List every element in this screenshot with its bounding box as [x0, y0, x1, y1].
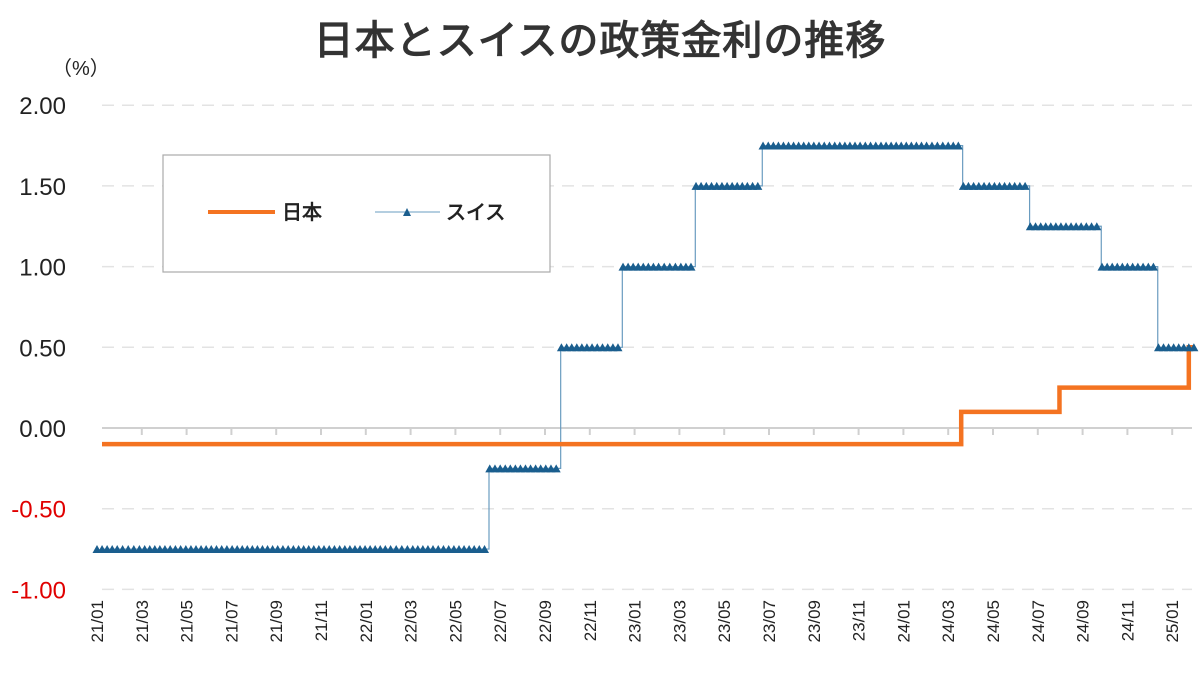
- x-tick-label: 23/01: [626, 600, 645, 643]
- y-tick-label: 0.00: [19, 416, 66, 443]
- marker-swiss: [753, 181, 763, 190]
- x-tick-label: 23/07: [760, 600, 779, 643]
- legend-label-japan: 日本: [282, 200, 322, 224]
- y-tick-label: 1.00: [19, 255, 66, 282]
- marker-swiss: [953, 141, 963, 150]
- chart-title: 日本とスイスの政策金利の推移: [313, 18, 887, 64]
- y-tick-label: -0.50: [11, 497, 66, 524]
- marker-swiss: [1189, 343, 1199, 352]
- x-tick-label: 22/05: [446, 600, 465, 643]
- marker-swiss: [551, 464, 561, 473]
- x-tick-label: 22/03: [402, 600, 421, 643]
- x-tick-label: 21/01: [88, 600, 107, 643]
- marker-swiss: [686, 262, 696, 271]
- x-tick-label: 22/09: [536, 600, 555, 643]
- marker-swiss: [1148, 262, 1158, 271]
- x-tick-label: 24/11: [1118, 600, 1137, 641]
- x-tick-label: 24/01: [894, 600, 913, 643]
- x-tick-label: 25/01: [1163, 600, 1182, 643]
- x-tick-label: 23/03: [670, 600, 689, 643]
- x-tick-label: 23/11: [850, 600, 869, 641]
- y-tick-label: -1.00: [11, 577, 66, 604]
- marker-swiss: [1020, 181, 1030, 190]
- marker-swiss: [480, 545, 490, 554]
- x-tick-label: 21/07: [222, 600, 241, 643]
- x-tick-label: 24/05: [984, 600, 1003, 643]
- x-tick-label: 22/01: [357, 600, 376, 643]
- x-tick-label: 21/03: [133, 600, 152, 643]
- legend-marker-swiss: [403, 208, 411, 216]
- x-tick-label: 23/05: [715, 600, 734, 643]
- x-tick-label: 22/11: [581, 600, 600, 641]
- x-tick-label: 22/07: [491, 600, 510, 643]
- x-tick-label: 23/09: [805, 600, 824, 643]
- x-tick-label: 21/05: [178, 600, 197, 643]
- legend: 日本 スイス: [162, 154, 551, 273]
- marker-swiss: [1092, 222, 1102, 231]
- series-line-japan: [102, 345, 1195, 447]
- x-tick-label: 24/03: [939, 600, 958, 643]
- x-tick-label: 21/11: [312, 600, 331, 641]
- series-line-swiss: [102, 144, 1195, 550]
- x-tick-label: 24/09: [1074, 600, 1093, 643]
- marker-swiss: [613, 343, 623, 352]
- y-tick-label: 1.50: [19, 174, 66, 201]
- y-tick-label: 0.50: [19, 335, 66, 362]
- y-axis-unit: （%）: [52, 58, 110, 80]
- legend-label-swiss: スイス: [446, 200, 505, 224]
- y-tick-label: 2.00: [19, 93, 66, 120]
- x-tick-label: 24/07: [1029, 600, 1048, 643]
- x-tick-label: 21/09: [267, 600, 286, 643]
